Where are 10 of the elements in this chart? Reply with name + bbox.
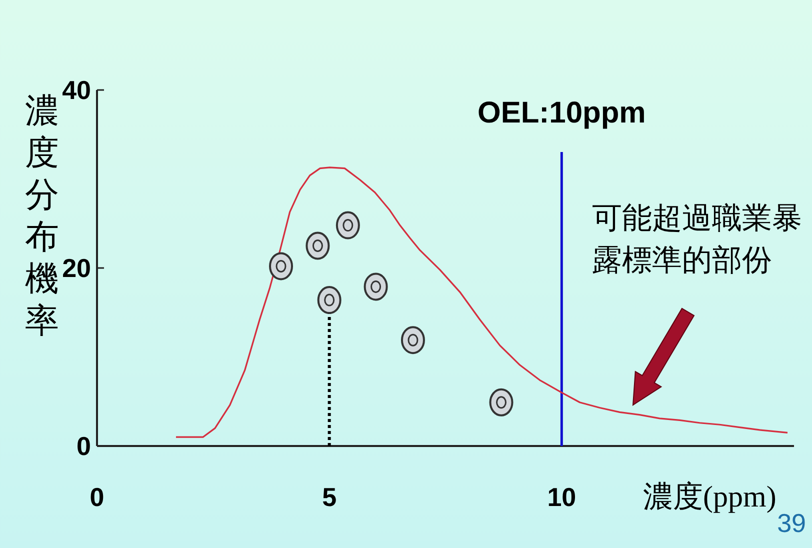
- x-tick-label: 5: [322, 482, 337, 512]
- ref-line-label: OEL:10ppm: [477, 96, 646, 130]
- y-tick-label: 40: [62, 75, 91, 105]
- text: 39: [777, 508, 806, 538]
- x-axis-title: 濃度(ppm): [643, 480, 776, 514]
- y-tick-label: 20: [62, 253, 91, 283]
- annotation: 可能超過職業暴露標準的部份: [592, 202, 802, 277]
- y-tick-label: 0: [76, 431, 91, 461]
- x-tick-label: 10: [547, 482, 576, 512]
- y-axis-title: 濃度分布機率: [25, 93, 59, 340]
